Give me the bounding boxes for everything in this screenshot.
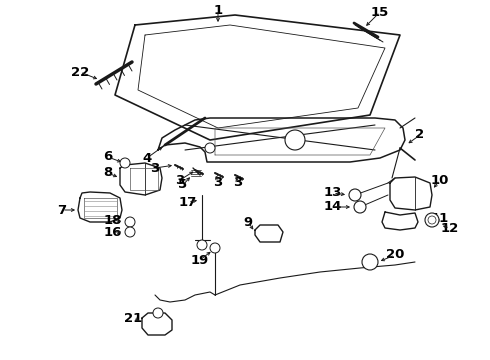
Text: 3: 3	[213, 175, 222, 189]
Circle shape	[425, 213, 439, 227]
Circle shape	[125, 227, 135, 237]
Text: 16: 16	[104, 225, 122, 238]
Text: 17: 17	[179, 195, 197, 208]
Circle shape	[428, 216, 436, 224]
Circle shape	[354, 201, 366, 213]
Circle shape	[205, 143, 215, 153]
Circle shape	[125, 217, 135, 227]
Circle shape	[153, 308, 163, 318]
Circle shape	[285, 130, 305, 150]
Text: 11: 11	[431, 211, 449, 225]
Text: 22: 22	[71, 66, 89, 78]
Text: 10: 10	[431, 174, 449, 186]
Text: 19: 19	[191, 253, 209, 266]
Text: 2: 2	[416, 129, 424, 141]
Circle shape	[197, 240, 207, 250]
Text: 21: 21	[124, 311, 142, 324]
Text: 3: 3	[150, 162, 160, 175]
Circle shape	[210, 243, 220, 253]
Circle shape	[349, 189, 361, 201]
Text: 5: 5	[178, 179, 188, 192]
Text: 8: 8	[103, 166, 113, 180]
Text: 12: 12	[441, 221, 459, 234]
Text: 13: 13	[324, 186, 342, 199]
Text: 6: 6	[103, 150, 113, 163]
Text: 20: 20	[386, 248, 404, 261]
Text: 1: 1	[214, 4, 222, 17]
Text: 18: 18	[104, 213, 122, 226]
Text: 7: 7	[57, 203, 67, 216]
Text: 3: 3	[175, 174, 185, 186]
Circle shape	[362, 254, 378, 270]
Text: 9: 9	[244, 216, 252, 229]
Text: 14: 14	[324, 201, 342, 213]
Text: 4: 4	[143, 152, 151, 165]
Text: 3: 3	[233, 176, 243, 189]
Circle shape	[120, 158, 130, 168]
Text: 15: 15	[371, 5, 389, 18]
